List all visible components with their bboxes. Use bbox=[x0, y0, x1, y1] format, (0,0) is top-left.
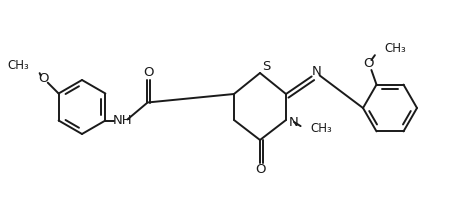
Text: O: O bbox=[363, 57, 374, 70]
Text: S: S bbox=[262, 60, 270, 73]
Text: O: O bbox=[256, 164, 266, 177]
Text: N: N bbox=[312, 65, 322, 78]
Text: O: O bbox=[38, 72, 49, 85]
Text: O: O bbox=[143, 66, 153, 79]
Text: NH: NH bbox=[113, 114, 132, 127]
Text: CH₃: CH₃ bbox=[384, 42, 406, 55]
Text: CH₃: CH₃ bbox=[311, 122, 333, 135]
Text: CH₃: CH₃ bbox=[8, 59, 30, 72]
Text: N: N bbox=[289, 115, 299, 128]
